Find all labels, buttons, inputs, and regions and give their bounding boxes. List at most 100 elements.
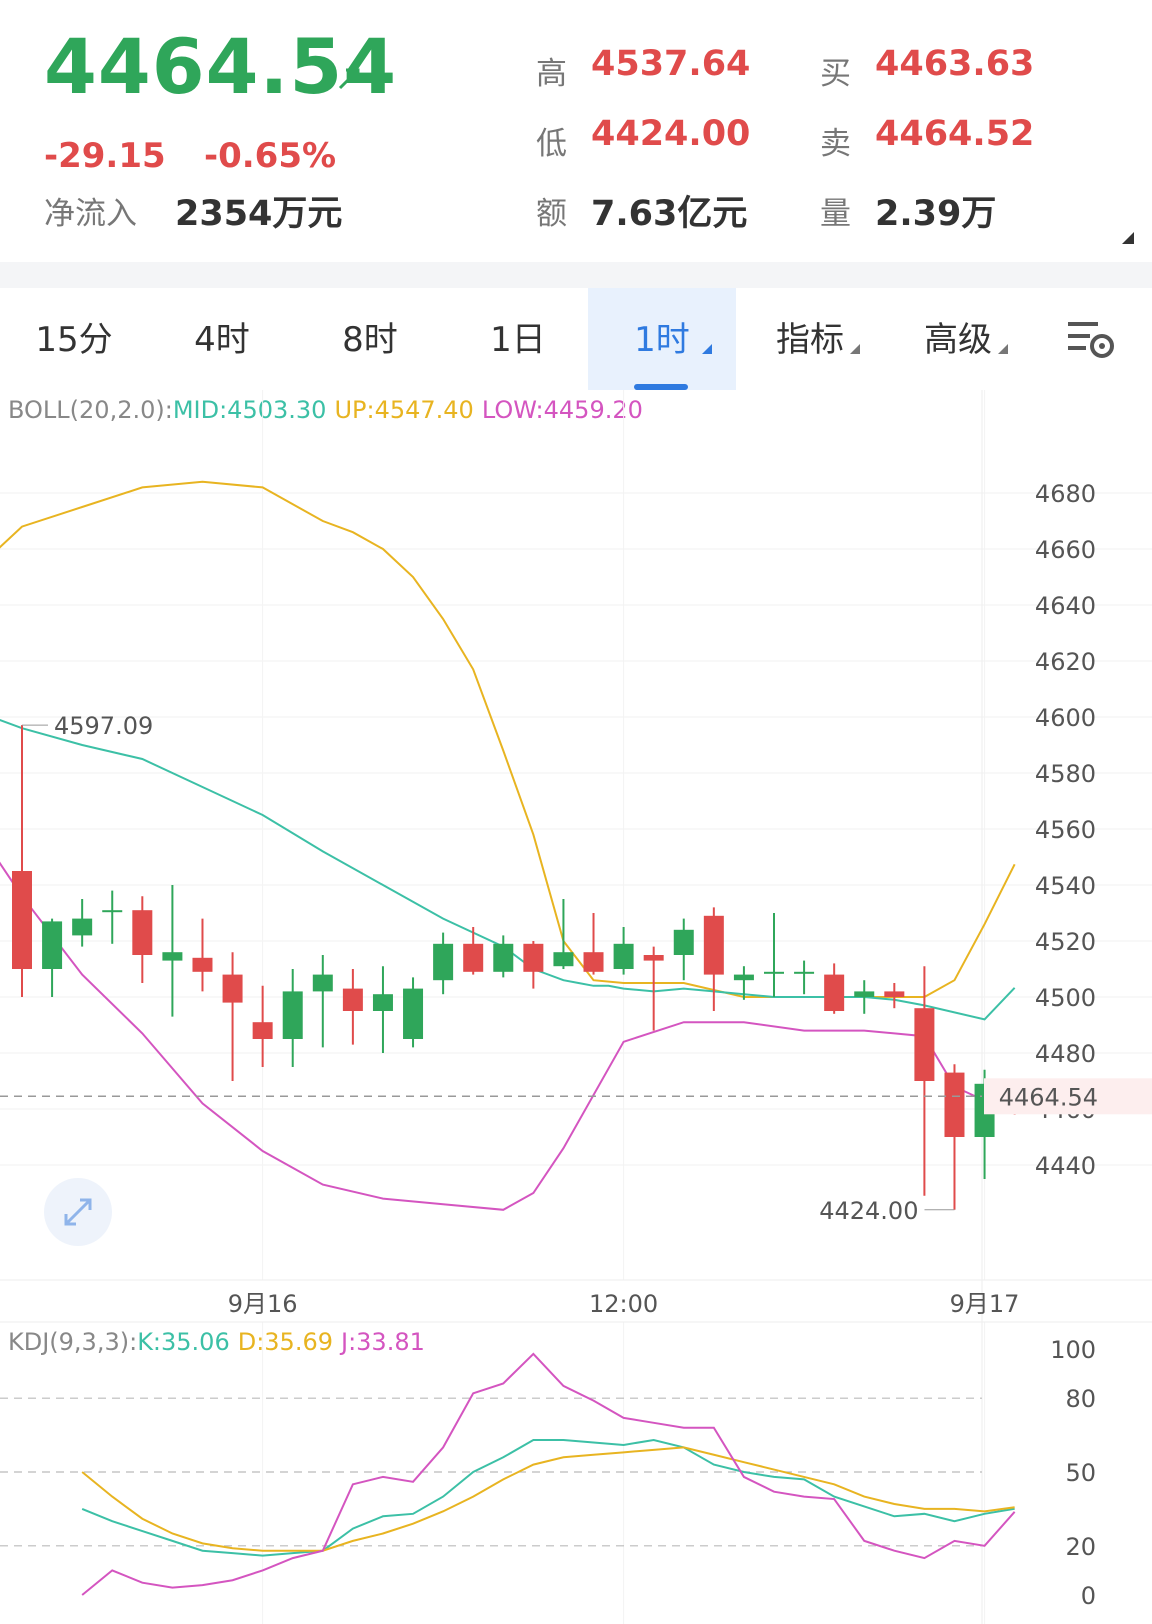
net-inflow-label: 净流入 [44,196,137,232]
candle-body [824,974,845,1011]
high-value: 4537.64 [591,44,751,84]
candle-body [643,955,664,961]
kdj-legend: KDJ(9,3,3):K:35.06 D:35.69 J:33.81 [8,1328,433,1356]
expand-icon[interactable] [44,1178,112,1246]
candle-body [372,994,393,1011]
y-tick-label: 4540 [1035,872,1096,900]
dropdown-triangle-icon [702,344,712,354]
kdj-j-line [81,1352,1016,1596]
min-price-label: 4424.00 [819,1197,918,1225]
tab-advanced[interactable]: 高级 [884,288,1032,390]
candle [132,896,153,983]
x-tick-label: 9月16 [228,1290,298,1318]
y-tick-label: 4640 [1035,592,1096,620]
ask-label: 卖 [820,126,851,162]
candle [794,960,815,995]
low-value: 4424.00 [591,114,751,154]
candle [12,725,32,997]
candle-body [703,915,724,975]
active-tab-indicator [634,384,688,390]
candle [854,980,875,1014]
candles [12,725,1025,1210]
y-tick-label: 4500 [1035,984,1096,1012]
candle-body [914,1008,935,1081]
candle [493,935,514,978]
kdj-y-tick-label: 80 [1065,1385,1096,1413]
y-tick-label: 4680 [1035,480,1096,508]
dropdown-triangle-icon [850,344,860,354]
y-tick-label: 4660 [1035,536,1096,564]
candle [703,907,724,1011]
candle [523,941,544,989]
main-grid [0,390,1152,1624]
change-value: -29.15 [44,136,166,176]
divider-band [0,262,1152,288]
amount-value: 7.63亿元 [591,194,748,234]
boll-up-label: UP:4547.40 [334,396,474,424]
candle [583,913,604,975]
y-tick-label: 4620 [1035,648,1096,676]
candle-body [252,1022,273,1039]
boll-legend: BOLL(20,2.0):MID:4503.30 UP:4547.40 LOW:44… [8,396,651,424]
y-tick-label: 4560 [1035,816,1096,844]
y-tick-label: 4520 [1035,928,1096,956]
candle-body [493,943,514,972]
kdj-indicator-label: KDJ(9,3,3): [8,1328,138,1356]
bid-label: 买 [820,56,851,92]
high-label: 高 [536,56,567,92]
candle-body [162,952,183,961]
candle-body [463,943,484,972]
expand-corner-icon[interactable] [1122,232,1134,244]
change-percent: -0.65% [204,136,337,176]
tab-1h[interactable]: 1时 [588,288,736,390]
tab-1d[interactable]: 1日 [490,320,546,360]
candle [192,918,213,992]
candle-body [944,1072,965,1137]
y-tick-label: 4480 [1035,1040,1096,1068]
tab-4h[interactable]: 4时 [194,320,250,360]
ask-value: 4464.52 [875,114,1035,154]
tab-indicators[interactable]: 指标 [736,288,884,390]
candle [102,890,123,944]
candle-body [733,974,754,981]
volume-label: 量 [820,196,851,232]
expand-arrows-icon [64,1198,92,1226]
candle-body [312,974,333,992]
candle [252,985,273,1067]
candle-body [553,952,574,967]
kdj-k-label: K:35.06 [137,1328,230,1356]
candle [463,927,484,975]
candle-body [132,910,153,955]
kdj-lines [81,1352,1016,1596]
candle [613,927,634,975]
low-label: 低 [536,126,567,162]
boll-indicator-label: BOLL(20,2.0): [8,396,173,424]
candle-body [102,910,123,913]
y-tick-label: 4580 [1035,760,1096,788]
tab-15min[interactable]: 15分 [35,320,113,360]
candle-body [12,871,32,969]
quote-header: 4464.54 -29.15 -0.65% 净流入 2354万元 高 4537.… [0,0,1152,262]
candle-body [673,929,694,955]
candle-body [433,943,454,981]
candle [433,932,454,995]
last-price: 4464.54 [44,22,398,111]
kdj-y-tick-label: 100 [1050,1336,1096,1364]
candle-body [884,991,905,997]
kdj-y-tick-label: 50 [1065,1459,1096,1487]
candle [944,1064,965,1210]
current-price-badge [984,1078,1152,1115]
candle-body [854,991,875,997]
candle-body [523,943,544,972]
bollinger-bands [0,480,1016,1211]
kdj-y-tick-label: 20 [1065,1533,1096,1561]
amount-label: 额 [536,196,567,232]
candle [884,983,905,1009]
x-tick-label: 12:00 [589,1290,658,1318]
chart-settings-icon[interactable] [1066,318,1118,362]
bid-value: 4463.63 [875,44,1035,84]
x-tick-label: 9月17 [950,1290,1020,1318]
tab-8h[interactable]: 8时 [342,320,398,360]
candle [553,899,574,969]
